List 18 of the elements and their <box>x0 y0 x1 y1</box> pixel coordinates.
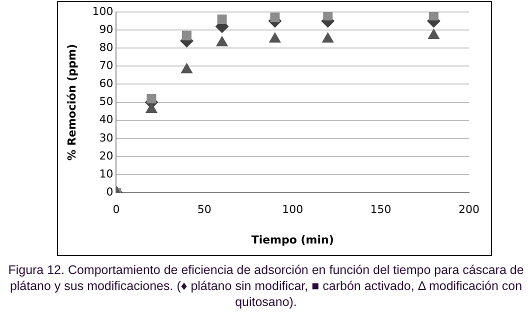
y-axis-title: % Remoción (ppm) <box>65 44 78 161</box>
text: Figura 12. Comportamiento de eficiencia de adsorción en función del tiempo para cáscara de plátano y sus modificaciones. (♦ plátano sin modificar, ■ carbón activado, Δ modificación con quitosano). <box>7 262 525 310</box>
y-tick-label: 30 <box>99 131 114 144</box>
y-tick-label: 10 <box>99 167 114 180</box>
y-tick-label: 80 <box>99 40 114 54</box>
x-tick-label: 50 <box>197 203 212 216</box>
y-tick-label: 50 <box>99 95 114 108</box>
y-tick-label: 90 <box>99 22 114 36</box>
y-tick-label: 100 <box>92 4 114 18</box>
y-tick-label: 0 <box>106 185 114 198</box>
x-axis-title: Tiempo (min) <box>251 233 334 246</box>
y-tick-label: 40 <box>99 113 114 126</box>
y-tick-label: 70 <box>99 59 114 72</box>
x-tick-label: 100 <box>282 203 304 216</box>
x-tick-label: 150 <box>370 203 392 216</box>
y-tick-label: 20 <box>99 149 114 162</box>
y-tick-label: 60 <box>99 77 114 90</box>
x-tick-label: 200 <box>458 203 480 216</box>
